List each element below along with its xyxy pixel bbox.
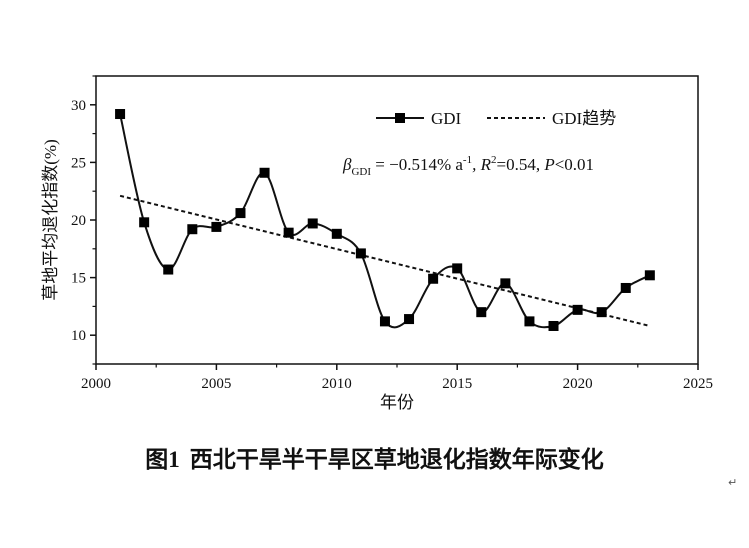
legend: GDI GDI趋势 xyxy=(376,109,616,128)
y-tick-label: 25 xyxy=(71,155,86,171)
gdi-line xyxy=(119,113,651,329)
gdi-point xyxy=(355,248,366,259)
gdi-point xyxy=(139,217,150,228)
legend-trend-label: GDI趋势 xyxy=(552,109,616,128)
r-symbol: , R xyxy=(472,155,492,174)
gdi-point xyxy=(620,282,631,293)
gdi-point xyxy=(211,221,222,232)
gdi-point xyxy=(235,208,246,219)
gdi-markers xyxy=(115,109,655,331)
p-symbol: P xyxy=(543,155,554,174)
x-tick-label: 2015 xyxy=(442,376,472,392)
gdi-point xyxy=(187,224,198,235)
y-axis-title: 草地平均退化指数(%) xyxy=(41,139,60,300)
gdi-point xyxy=(259,167,270,178)
r-superscript: 2 xyxy=(491,154,497,166)
gdi-point xyxy=(283,227,294,238)
gdi-point xyxy=(379,316,390,327)
beta-symbol: β xyxy=(342,155,352,174)
x-tick-label: 2000 xyxy=(81,376,111,392)
p-value: <0.01 xyxy=(555,155,594,174)
caption-label: 图1 xyxy=(145,447,180,472)
r-value: =0.54, xyxy=(496,155,544,174)
regression-annotation: βGDI = −0.514% a-1, R2=0.54, P<0.01 xyxy=(342,154,594,178)
x-axis-title: 年份 xyxy=(380,393,414,412)
gdi-point xyxy=(644,270,655,281)
gdi-point xyxy=(524,316,535,327)
gdi-point xyxy=(163,264,174,275)
paragraph-mark: ↵ xyxy=(728,476,738,489)
gdi-point xyxy=(331,228,342,239)
x-tick-label: 2005 xyxy=(201,376,231,392)
x-tick-label: 2010 xyxy=(322,376,352,392)
plot-frame xyxy=(95,75,699,365)
gdi-point xyxy=(596,307,607,318)
y-tick-label: 20 xyxy=(71,213,86,229)
beta-subscript: GDI xyxy=(351,166,371,178)
x-tick-label: 2025 xyxy=(683,376,713,392)
gdi-point xyxy=(404,314,415,325)
legend-gdi-label: GDI xyxy=(431,109,462,128)
gdi-point xyxy=(452,263,463,274)
figure-caption: 图1 西北干旱半干旱区草地退化指数年际变化 xyxy=(0,440,749,474)
slope-text: = −0.514% a xyxy=(371,155,463,174)
gdi-point xyxy=(572,304,583,315)
y-tick-label: 10 xyxy=(71,328,86,344)
y-tick-label: 15 xyxy=(71,271,86,287)
gdi-point xyxy=(548,320,559,331)
gdi-point xyxy=(476,307,487,318)
x-tick-label: 2020 xyxy=(563,376,593,392)
gdi-point xyxy=(307,218,318,229)
slope-superscript: -1 xyxy=(463,154,472,166)
gdi-point xyxy=(500,278,511,289)
trend-line xyxy=(119,194,651,327)
caption-text: 西北干旱半干旱区草地退化指数年际变化 xyxy=(189,447,604,472)
gdi-point xyxy=(428,273,439,284)
y-tick-label: 30 xyxy=(71,98,86,114)
legend-gdi-marker xyxy=(395,113,405,123)
gdi-point xyxy=(115,109,126,120)
